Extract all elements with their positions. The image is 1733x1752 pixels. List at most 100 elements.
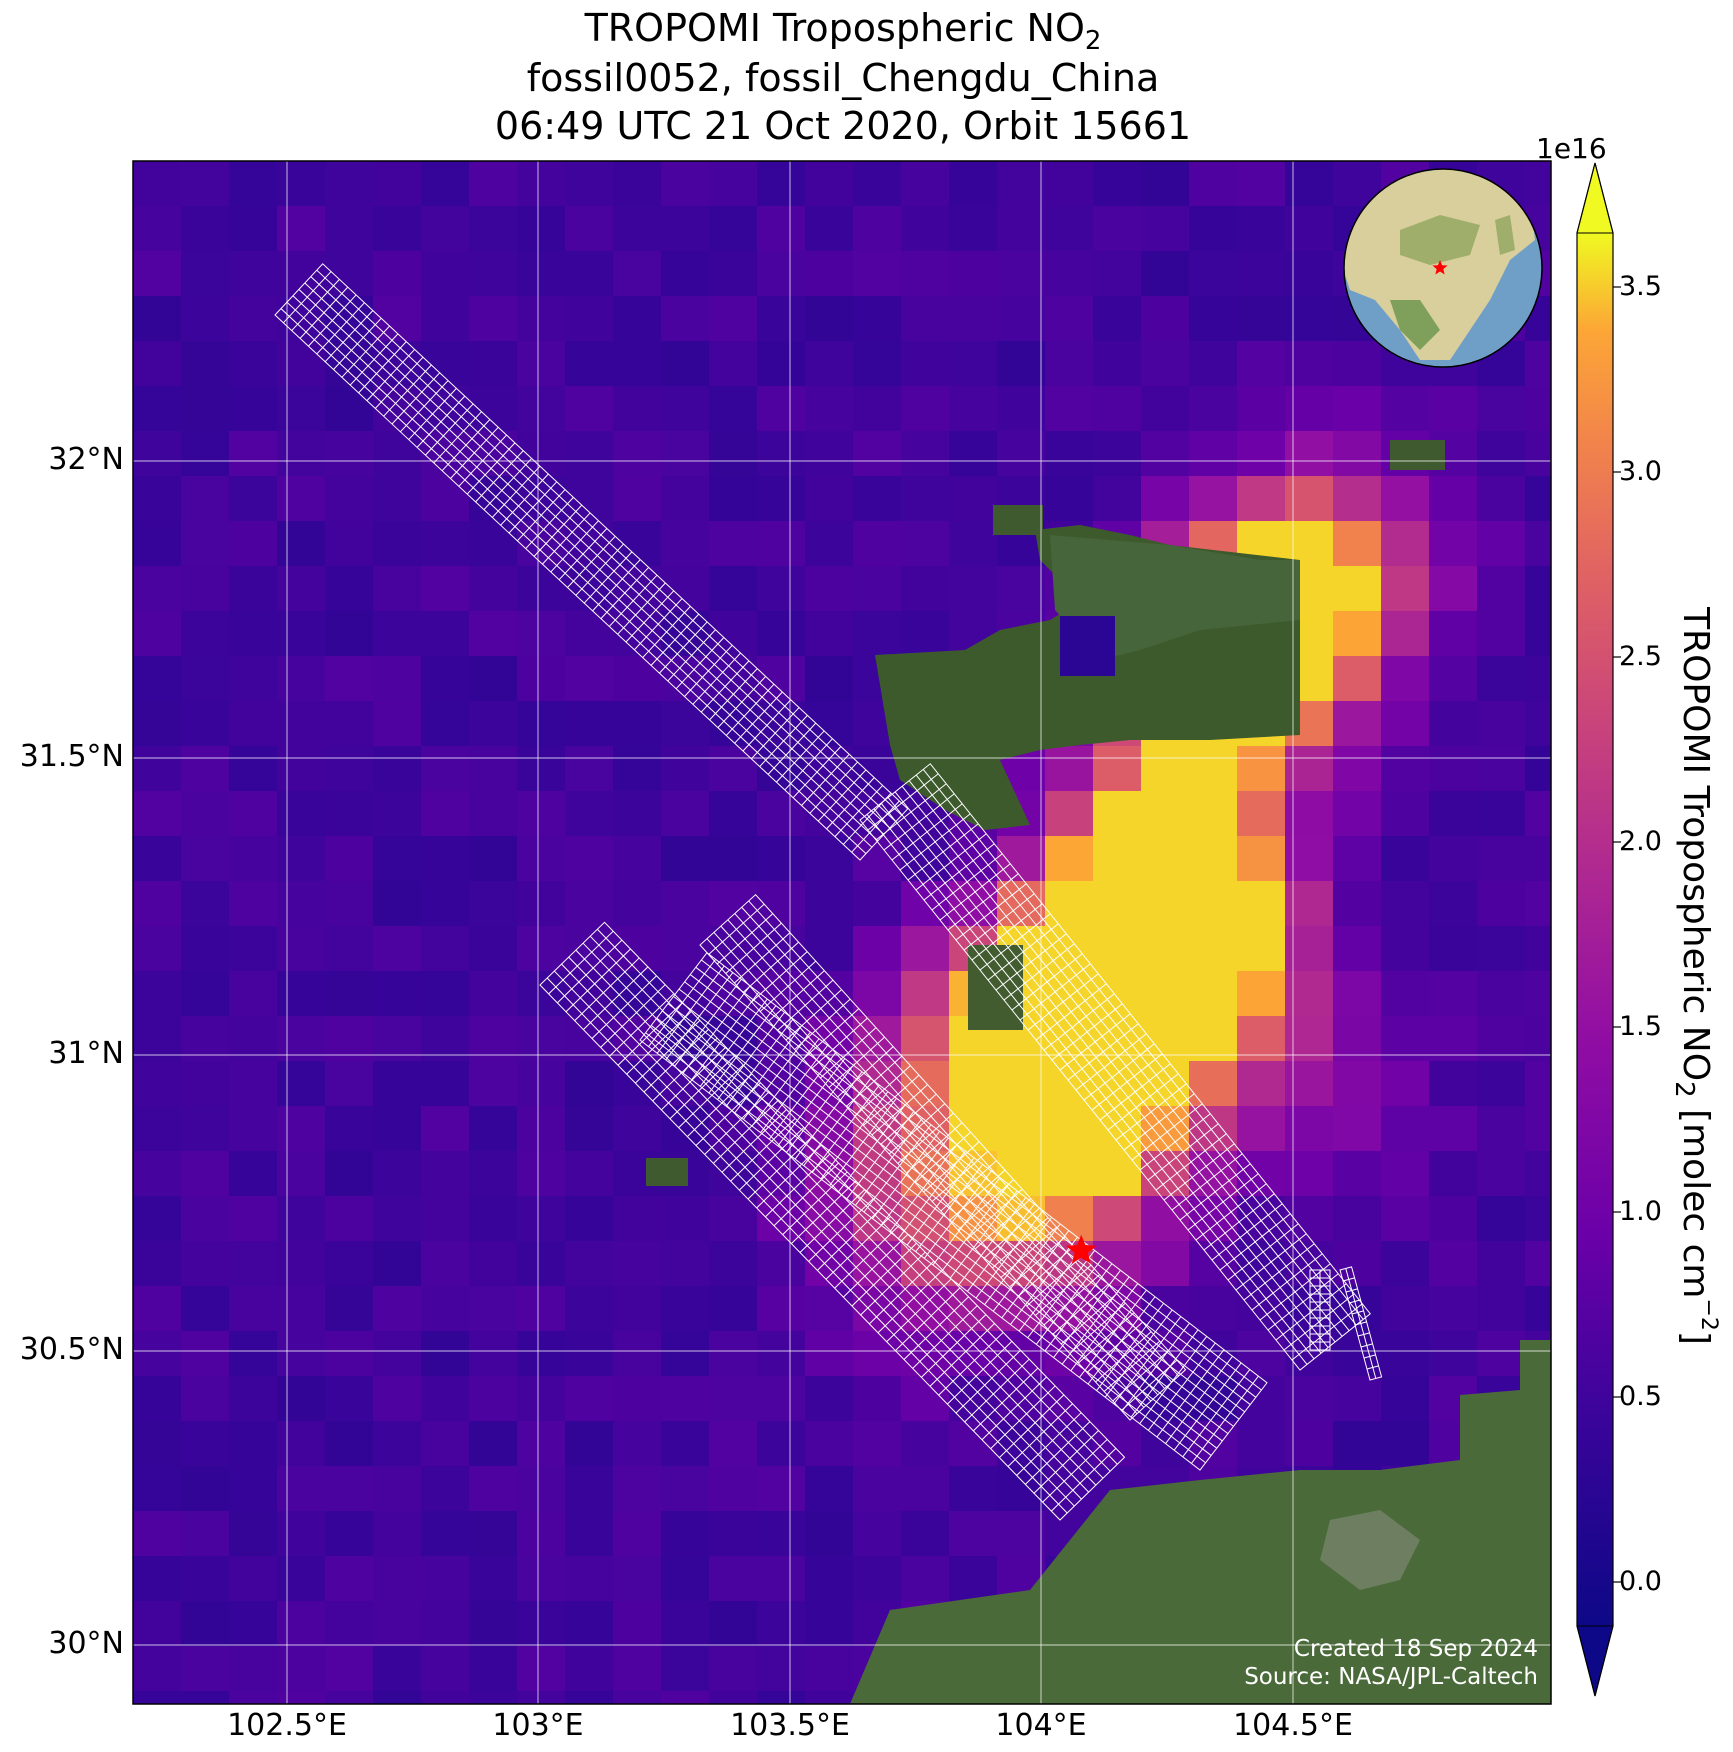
no2-pixel — [709, 1421, 758, 1467]
no2-pixel — [613, 701, 662, 747]
no2-pixel — [1333, 1421, 1382, 1467]
no2-pixel — [133, 1331, 182, 1377]
lat-tick-label: 30.5°N — [19, 1332, 124, 1367]
no2-pixel — [421, 1331, 470, 1377]
no2-pixel — [613, 1421, 662, 1467]
no2-pixel — [325, 476, 374, 522]
no2-pixel — [373, 521, 422, 567]
no2-pixel — [805, 161, 854, 207]
no2-pixel — [421, 566, 470, 612]
no2-pixel — [757, 251, 806, 297]
no2-pixel — [1237, 341, 1286, 387]
colorbar-label-units: [molec cm — [1675, 1097, 1716, 1299]
no2-pixel — [277, 701, 326, 747]
no2-pixel — [613, 476, 662, 522]
no2-pixel — [901, 566, 950, 612]
no2-pixel — [373, 881, 422, 927]
no2-cell-over-terrain — [1060, 616, 1115, 676]
no2-pixel — [421, 1106, 470, 1152]
no2-pixel — [373, 476, 422, 522]
no2-pixel — [565, 926, 614, 972]
no2-pixel — [1189, 881, 1238, 927]
no2-pixel — [565, 431, 614, 477]
no2-pixel — [1237, 296, 1286, 342]
no2-pixel — [757, 161, 806, 207]
no2-pixel — [1525, 746, 1551, 792]
no2-pixel — [1141, 791, 1190, 837]
no2-pixel — [613, 1601, 662, 1647]
no2-pixel — [853, 791, 902, 837]
sounding-grid-line — [981, 1376, 1047, 1441]
lon-tick-label: 103.5°E — [730, 1708, 850, 1743]
no2-pixel — [373, 746, 422, 792]
sounding-grid-line — [695, 966, 1257, 1398]
no2-pixel — [1477, 701, 1526, 747]
no2-pixel — [1189, 1286, 1238, 1332]
no2-pixel — [517, 1511, 566, 1557]
no2-pixel — [1141, 1016, 1190, 1062]
sounding-grid-line — [929, 1323, 995, 1387]
no2-pixel — [1045, 746, 1094, 792]
no2-pixel — [421, 1016, 470, 1062]
no2-pixel — [277, 1016, 326, 1062]
no2-pixel — [517, 1556, 566, 1602]
sounding-grid-line — [955, 1349, 1021, 1414]
no2-pixel — [325, 206, 374, 252]
colorbar-tick-label: 0.5 — [1619, 1381, 1662, 1412]
no2-pixel — [709, 1241, 758, 1287]
no2-pixel — [373, 1286, 422, 1332]
no2-pixel — [133, 1151, 182, 1197]
sounding-grid-line — [1007, 1403, 1073, 1467]
no2-pixel — [1285, 386, 1334, 432]
no2-pixel — [901, 386, 950, 432]
map-area — [133, 161, 1551, 1704]
no2-pixel — [901, 1421, 950, 1467]
no2-pixel — [517, 881, 566, 927]
no2-pixel — [853, 431, 902, 477]
no2-pixel — [853, 1286, 902, 1332]
no2-pixel — [325, 1511, 374, 1557]
no2-pixel — [133, 1016, 182, 1062]
no2-pixel — [853, 296, 902, 342]
no2-pixel — [613, 746, 662, 792]
no2-pixel — [805, 296, 854, 342]
no2-pixel — [133, 1421, 182, 1467]
no2-pixel — [421, 1151, 470, 1197]
sounding-grid-line — [561, 963, 1082, 1500]
sounding-grid-line — [782, 1171, 848, 1236]
no2-pixel — [1285, 971, 1334, 1017]
sounding-grid-line — [922, 769, 1364, 1320]
no2-pixel — [229, 836, 278, 882]
no2-pixel — [277, 476, 326, 522]
no2-pixel — [229, 521, 278, 567]
no2-pixel — [805, 701, 854, 747]
no2-pixel — [421, 746, 470, 792]
no2-pixel — [277, 251, 326, 297]
no2-pixel — [1333, 611, 1382, 657]
no2-pixel — [1477, 476, 1526, 522]
no2-pixel — [517, 521, 566, 567]
no2-pixel — [277, 1421, 326, 1467]
no2-pixel — [469, 566, 518, 612]
no2-pixel — [613, 1196, 662, 1242]
no2-pixel — [853, 476, 902, 522]
no2-pixel — [709, 521, 758, 567]
no2-pixel — [661, 881, 710, 927]
no2-pixel — [1141, 341, 1190, 387]
sounding-grid-line — [292, 295, 879, 842]
sounding-grid-line — [689, 974, 1251, 1405]
no2-pixel — [1141, 1196, 1190, 1242]
no2-pixel — [1285, 161, 1334, 207]
no2-pixel — [373, 251, 422, 297]
no2-pixel — [181, 881, 230, 927]
no2-pixel — [1333, 386, 1382, 432]
no2-pixel — [1189, 206, 1238, 252]
no2-pixel — [229, 1151, 278, 1197]
sounding-grid-line — [946, 1340, 1013, 1405]
no2-pixel — [181, 161, 230, 207]
no2-pixel — [325, 746, 374, 792]
no2-pixel — [1237, 1421, 1286, 1467]
no2-pixel — [613, 881, 662, 927]
no2-pixel — [1141, 971, 1190, 1017]
lat-tick-label: 31°N — [48, 1036, 124, 1071]
